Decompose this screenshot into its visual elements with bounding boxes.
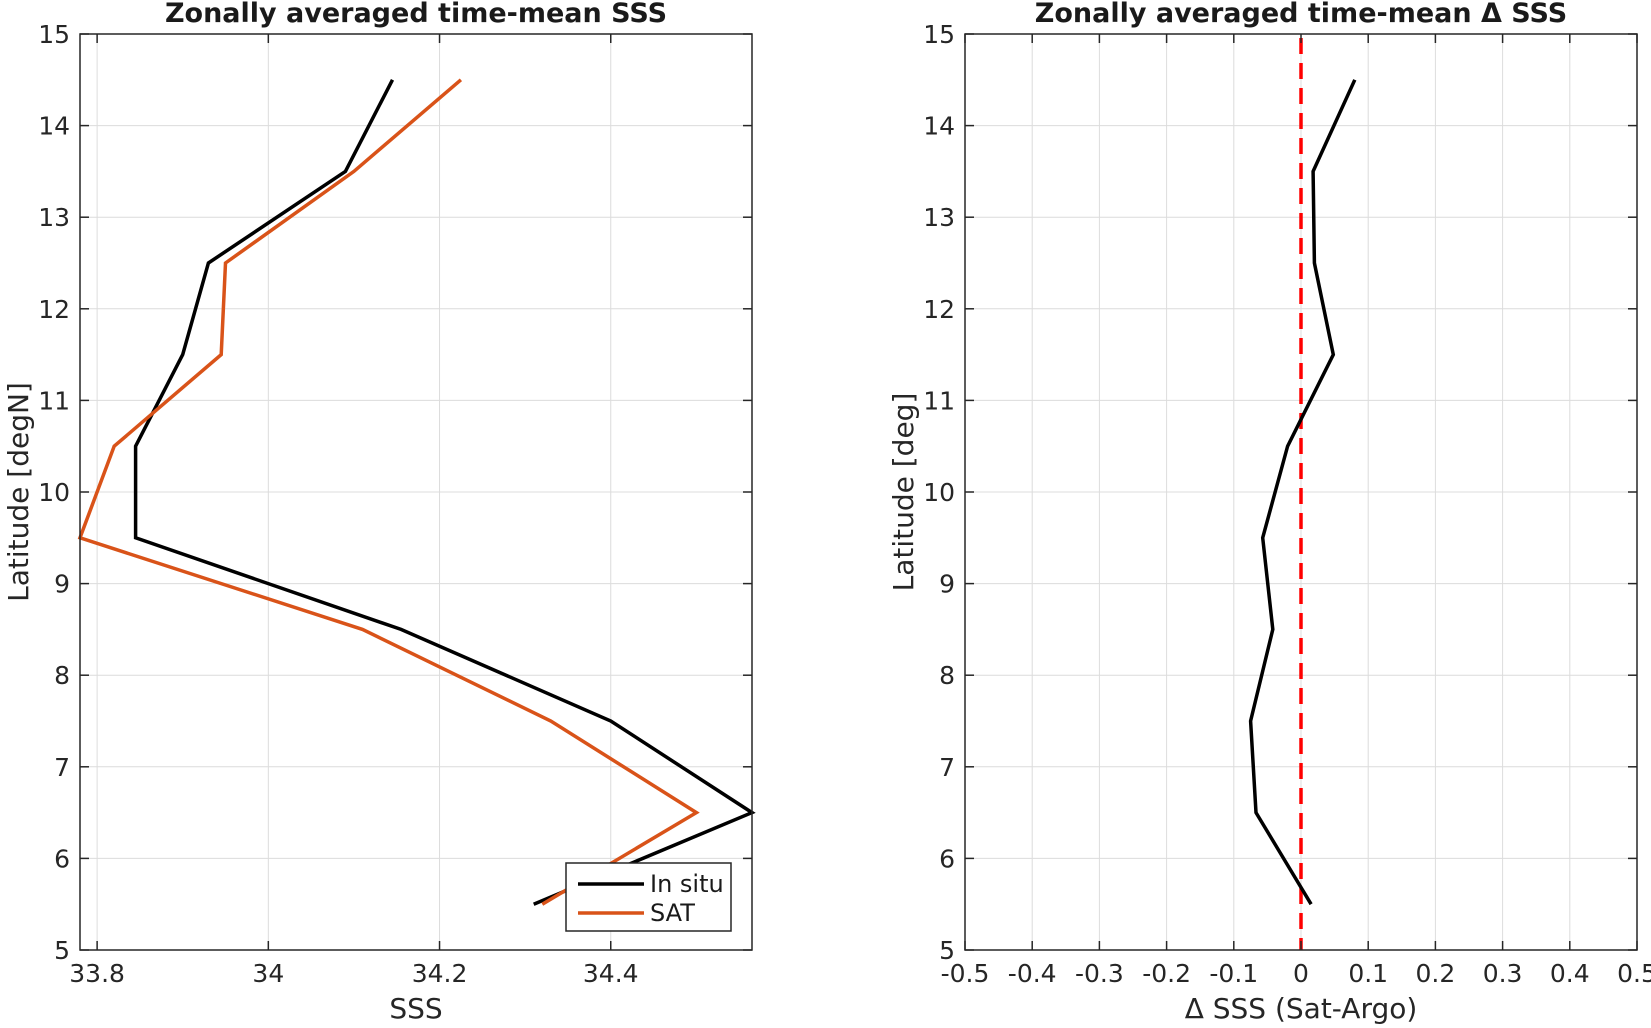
x-tick-label: 33.8 — [69, 959, 125, 988]
x-tick-label: 0.1 — [1348, 959, 1388, 988]
x-tick-label: 0.4 — [1550, 959, 1590, 988]
y-tick-label: 10 — [923, 478, 955, 507]
x-tick-label: -0.5 — [941, 959, 990, 988]
y-axis-label: Latitude [degN] — [2, 382, 35, 602]
x-tick-label: -0.3 — [1075, 959, 1124, 988]
x-tick-label: -0.4 — [1008, 959, 1057, 988]
axis-ticks: -0.5 -0.4 -0.3 -0.2 -0.1 0 0.1 0.2 0.3 0.4 0.5 5 6 7 8… — [923, 20, 1651, 988]
sss-panel: 33.8 34 34.2 34.4 5 6 7 8 9 10 11 12 13 14 15 Zonally … — [2, 0, 756, 1025]
y-tick-label: 8 — [54, 661, 70, 690]
y-axis-label: Latitude [deg] — [887, 393, 920, 592]
x-tick-label: 34.4 — [583, 959, 639, 988]
y-tick-label: 11 — [38, 386, 70, 415]
x-tick-label: 0.5 — [1617, 959, 1651, 988]
y-tick-label: 15 — [923, 20, 955, 49]
y-tick-label: 14 — [38, 112, 70, 141]
y-tick-label: 5 — [939, 936, 955, 965]
legend-box — [565, 862, 732, 932]
grid-lines — [80, 33, 752, 951]
y-tick-label: 7 — [54, 753, 70, 782]
chart-title: Zonally averaged time-mean SSS — [165, 0, 667, 29]
series-lines — [77, 78, 756, 906]
x-tick-label: 34.2 — [412, 959, 468, 988]
y-tick-label: 14 — [923, 112, 955, 141]
y-tick-label: 10 — [38, 478, 70, 507]
y-tick-label: 7 — [939, 753, 955, 782]
legend-label-insitu: In situ — [650, 870, 724, 898]
y-tick-label: 9 — [939, 570, 955, 599]
series-line-0 — [133, 78, 756, 906]
y-tick-label: 9 — [54, 570, 70, 599]
x-tick-label: 0 — [1293, 959, 1309, 988]
series-lines — [1248, 79, 1357, 906]
x-tick-label: -0.1 — [1209, 959, 1258, 988]
series-line-1 — [77, 78, 700, 906]
y-tick-label: 11 — [923, 386, 955, 415]
y-tick-label: 12 — [38, 295, 70, 324]
legend: In situ SAT — [565, 862, 732, 932]
series-line-0 — [1248, 79, 1357, 906]
x-axis-label: Δ SSS (Sat-Argo) — [1185, 992, 1418, 1025]
x-tick-label: 0.2 — [1416, 959, 1456, 988]
delta-sss-panel: -0.5 -0.4 -0.3 -0.2 -0.1 0 0.1 0.2 0.3 0.4 0.5 5 6 7 8… — [887, 0, 1651, 1025]
x-tick-label: 34 — [252, 959, 284, 988]
y-tick-label: 12 — [923, 295, 955, 324]
y-tick-label: 13 — [923, 203, 955, 232]
x-axis-label: SSS — [389, 992, 442, 1025]
chart-title: Zonally averaged time-mean Δ SSS — [1035, 0, 1567, 29]
x-tick-label: -0.2 — [1142, 959, 1191, 988]
y-tick-label: 6 — [939, 844, 955, 873]
axis-ticks: 33.8 34 34.2 34.4 5 6 7 8 9 10 11 12 13 14 15 — [38, 20, 752, 988]
y-tick-label: 5 — [54, 936, 70, 965]
y-tick-label: 6 — [54, 844, 70, 873]
y-tick-label: 8 — [939, 661, 955, 690]
x-tick-label: 0.3 — [1483, 959, 1523, 988]
y-tick-label: 15 — [38, 20, 70, 49]
legend-label-sat: SAT — [650, 899, 695, 927]
y-tick-label: 13 — [38, 203, 70, 232]
